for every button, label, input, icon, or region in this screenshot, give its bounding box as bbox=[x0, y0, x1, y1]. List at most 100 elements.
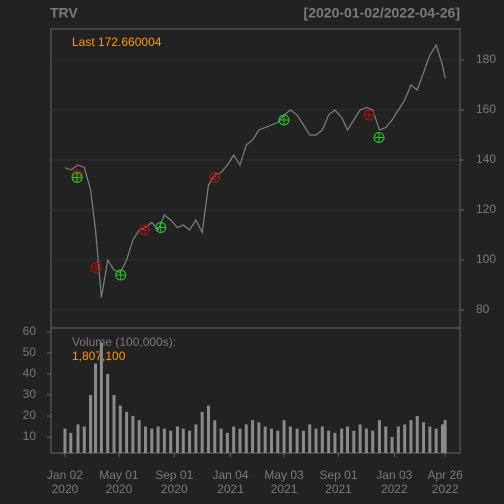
volume-bar bbox=[440, 424, 444, 453]
volume-bar bbox=[76, 424, 80, 453]
volume-label: Volume (100,000s): bbox=[72, 335, 176, 349]
volume-bar bbox=[288, 426, 292, 453]
volume-bar bbox=[69, 432, 73, 453]
x-tick-year: 2020 bbox=[106, 482, 133, 496]
sell-signal bbox=[139, 224, 151, 236]
volume-bar bbox=[282, 420, 286, 453]
chart-subtitle: [2020-01-02/2022-04-26] bbox=[304, 5, 460, 21]
volume-bar bbox=[443, 420, 447, 453]
volume-bar bbox=[251, 420, 255, 453]
y-tick-label: 40 bbox=[23, 366, 37, 380]
volume-bar bbox=[384, 426, 388, 453]
volume-bar bbox=[295, 428, 299, 453]
volume-bar bbox=[125, 411, 129, 453]
x-tick-year: 2022 bbox=[381, 482, 408, 496]
volume-bar bbox=[371, 430, 375, 453]
buy-signal bbox=[115, 269, 127, 281]
sell-signal bbox=[363, 109, 375, 121]
volume-bar bbox=[63, 428, 67, 453]
buy-signal bbox=[71, 172, 83, 183]
x-tick-label: Jan 02 bbox=[47, 468, 83, 482]
price-line bbox=[64, 43, 446, 298]
y-tick-label: 180 bbox=[476, 52, 496, 66]
volume-bar bbox=[403, 424, 407, 453]
volume-bar bbox=[269, 428, 273, 453]
x-tick-year: 2021 bbox=[271, 482, 298, 496]
volume-bar bbox=[415, 416, 419, 453]
volume-bar bbox=[276, 430, 280, 453]
sell-signal bbox=[209, 172, 221, 183]
volume-bar bbox=[263, 426, 267, 453]
y-tick-label: 140 bbox=[476, 152, 496, 166]
y-tick-label: 160 bbox=[476, 102, 496, 116]
volume-bar bbox=[175, 426, 179, 453]
volume-bar bbox=[213, 420, 217, 453]
chart-title: TRV bbox=[50, 5, 78, 21]
volume-bar bbox=[194, 424, 198, 453]
volume-bar bbox=[94, 363, 98, 453]
volume-bar bbox=[390, 437, 394, 453]
volume-bar bbox=[200, 411, 204, 453]
volume-bar bbox=[396, 426, 400, 453]
buy-signal bbox=[278, 114, 290, 126]
y-tick-label: 120 bbox=[476, 202, 496, 216]
volume-bar bbox=[89, 395, 93, 453]
x-tick-label: May 03 bbox=[264, 468, 304, 482]
x-tick-label: Jan 04 bbox=[213, 468, 249, 482]
volume-last-label: 1,807,100 bbox=[72, 349, 126, 363]
volume-bar bbox=[206, 405, 210, 453]
volume-bar bbox=[320, 426, 324, 453]
volume-bar bbox=[150, 428, 154, 453]
y-tick-label: 20 bbox=[23, 408, 37, 422]
volume-bar bbox=[188, 430, 192, 453]
volume-bar bbox=[358, 424, 362, 453]
x-tick-year: 2021 bbox=[325, 482, 352, 496]
volume-bar bbox=[364, 428, 368, 453]
y-tick-label: 80 bbox=[476, 302, 490, 316]
volume-bar bbox=[137, 420, 141, 453]
y-tick-label: 60 bbox=[23, 324, 37, 338]
volume-bar bbox=[225, 432, 229, 453]
volume-bar bbox=[238, 428, 242, 453]
volume-bar bbox=[232, 426, 236, 453]
volume-bar bbox=[333, 432, 337, 453]
sell-signal bbox=[90, 262, 102, 273]
volume-bar bbox=[346, 426, 350, 453]
last-label: Last 172.660004 bbox=[72, 35, 162, 49]
volume-bar bbox=[143, 426, 147, 453]
volume-bar bbox=[422, 422, 426, 453]
volume-bar bbox=[99, 342, 103, 453]
volume-bar bbox=[82, 426, 86, 453]
y-tick-label: 50 bbox=[23, 345, 37, 359]
volume-bar bbox=[327, 430, 331, 453]
volume-bar bbox=[428, 426, 432, 453]
volume-bar bbox=[409, 420, 413, 453]
x-tick-label: Apr 26 bbox=[427, 468, 463, 482]
volume-bar bbox=[244, 424, 248, 453]
y-tick-label: 10 bbox=[23, 429, 37, 443]
volume-bar bbox=[314, 428, 318, 453]
x-tick-year: 2022 bbox=[432, 482, 459, 496]
volume-bar bbox=[434, 428, 438, 453]
volume-bar bbox=[118, 405, 122, 453]
price-panel bbox=[50, 28, 461, 329]
volume-bar bbox=[219, 428, 223, 453]
x-tick-year: 2020 bbox=[52, 482, 79, 496]
volume-bar bbox=[352, 430, 356, 453]
volume-bar bbox=[106, 374, 110, 453]
volume-bar bbox=[162, 428, 166, 453]
buy-signal bbox=[155, 222, 167, 233]
buy-signal bbox=[373, 132, 385, 143]
volume-bar bbox=[181, 428, 185, 453]
y-tick-label: 30 bbox=[23, 387, 37, 401]
volume-bar bbox=[131, 416, 135, 453]
volume-bar bbox=[257, 422, 261, 453]
volume-bar bbox=[169, 430, 173, 453]
volume-bar bbox=[301, 430, 305, 453]
volume-bar bbox=[308, 424, 312, 453]
x-tick-label: Jan 03 bbox=[376, 468, 412, 482]
volume-bar bbox=[112, 395, 116, 453]
volume-bar bbox=[156, 426, 160, 453]
volume-bar bbox=[340, 428, 344, 453]
x-tick-label: Sep 01 bbox=[319, 468, 357, 482]
